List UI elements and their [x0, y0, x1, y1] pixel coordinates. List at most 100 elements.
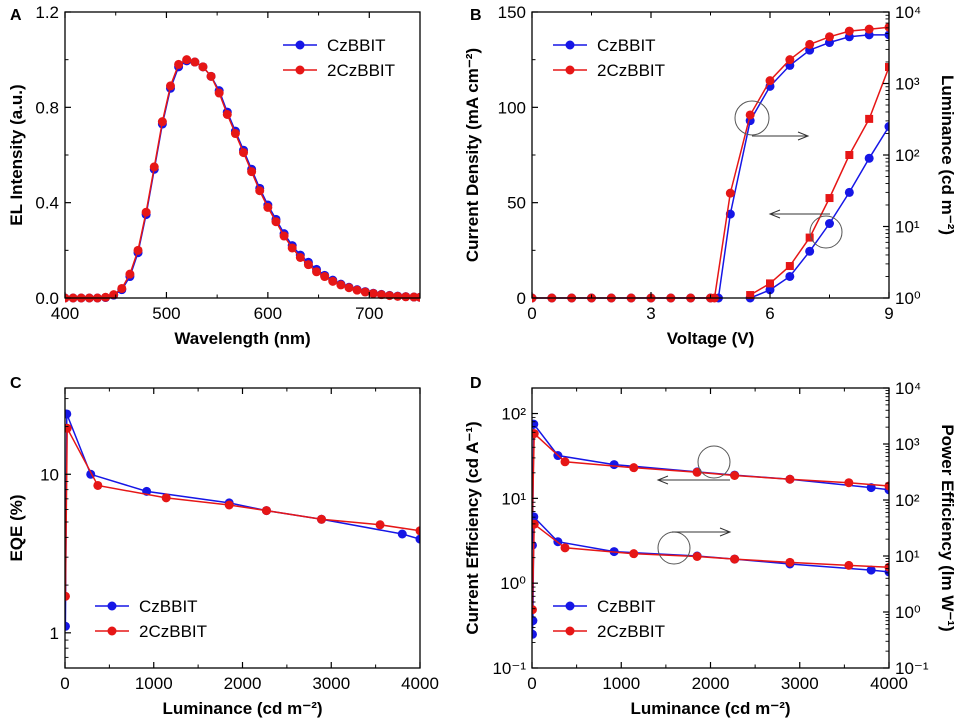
y2-tick-label: 10¹: [895, 547, 920, 566]
annotation-circle: [734, 100, 770, 136]
series-line: [749, 126, 889, 299]
x-tick-label: 2000: [692, 674, 730, 693]
panel-label: B: [470, 7, 482, 24]
data-point: [230, 129, 240, 139]
y2-tick-label: 10¹: [895, 218, 920, 237]
y2-tick-label: 10²: [895, 146, 920, 165]
y-tick-label: 10⁰: [500, 574, 526, 593]
legend-marker: [565, 65, 575, 75]
y-axis-label: Current Density (mA cm⁻²): [463, 48, 482, 262]
y-tick-label: 0.4: [35, 194, 59, 213]
legend-label: CzBBIT: [597, 597, 656, 616]
y-tick-label: 0: [517, 289, 526, 308]
data-point: [560, 543, 570, 553]
data-point: [865, 114, 874, 123]
data-point: [532, 419, 539, 429]
x-axis-label: Luminance (cd m⁻²): [162, 699, 322, 718]
data-point: [885, 63, 889, 72]
x-tick-label: 3000: [312, 674, 350, 693]
x-axis-label: Voltage (V): [667, 329, 755, 348]
x-axis-label: Luminance (cd m⁻²): [630, 699, 790, 718]
data-point: [368, 288, 378, 298]
data-point: [629, 549, 639, 559]
series-line: [532, 26, 889, 299]
data-point: [766, 279, 774, 288]
data-point: [805, 39, 815, 49]
data-point: [725, 188, 735, 198]
data-point: [401, 292, 411, 302]
data-point: [65, 591, 70, 601]
annotation-circle: [809, 215, 843, 249]
data-point: [692, 551, 702, 561]
legend-marker: [295, 40, 305, 50]
data-point: [303, 260, 313, 270]
x-tick-label: 1000: [135, 674, 173, 693]
y-tick-label: 0.0: [35, 289, 59, 308]
series-2CzBBIT: [746, 63, 889, 300]
data-point: [785, 55, 795, 65]
y2-tick-label: 10³: [895, 435, 920, 454]
panel-label: C: [10, 375, 22, 392]
y2-axis-label: Power Efficiency (lm W⁻¹): [938, 424, 957, 631]
series-CzBBIT: [65, 56, 420, 303]
data-point: [844, 478, 854, 488]
legend-marker: [107, 626, 117, 636]
series-2CzBBIT: [532, 519, 889, 615]
data-point: [845, 151, 854, 159]
data-point: [844, 560, 854, 570]
data-point: [785, 262, 794, 271]
data-point: [746, 291, 755, 300]
x-tick-label: 6: [765, 304, 774, 323]
data-point: [825, 32, 834, 42]
series-2CzBBIT: [532, 22, 889, 303]
data-point: [261, 506, 271, 516]
series-line: [65, 60, 420, 299]
data-point: [532, 429, 539, 439]
x-tick-label: 4000: [870, 674, 908, 693]
data-point: [745, 110, 755, 120]
data-point: [93, 480, 103, 490]
y2-tick-label: 10⁰: [895, 603, 921, 622]
data-point: [263, 202, 273, 212]
data-point: [884, 481, 889, 491]
data-point: [336, 280, 346, 290]
data-point: [532, 605, 537, 615]
series-CzBBIT: [532, 30, 889, 303]
series-line: [532, 515, 889, 635]
data-point: [785, 557, 795, 567]
series-line: [749, 66, 889, 296]
y2-tick-label: 10³: [895, 75, 920, 94]
y-tick-label: 50: [507, 194, 526, 213]
y-tick-label: 0.8: [35, 98, 59, 117]
legend-label: 2CzBBIT: [327, 61, 395, 80]
series-line: [532, 34, 889, 299]
legend-marker: [565, 601, 575, 611]
axes-frame: [531, 387, 890, 669]
data-point: [157, 117, 167, 127]
panel-label: D: [470, 375, 482, 392]
data-point: [805, 246, 815, 256]
series-line: [65, 427, 420, 597]
arrow-head: [797, 131, 810, 141]
x-tick-label: 600: [254, 304, 282, 323]
x-tick-label: 1000: [602, 674, 640, 693]
data-point: [239, 148, 249, 158]
x-axis-label: Wavelength (nm): [174, 329, 310, 348]
y-tick-label: 1: [50, 624, 59, 643]
y-axis-label: EQE (%): [7, 494, 26, 561]
data-point: [844, 187, 854, 197]
legend-marker: [565, 626, 575, 636]
data-point: [174, 59, 184, 69]
data-point: [866, 565, 876, 575]
axes-frame: [531, 11, 890, 299]
series-2CzBBIT: [532, 429, 889, 525]
series-CzBBIT: [65, 409, 420, 631]
data-point: [884, 30, 889, 40]
x-tick-label: 400: [51, 304, 79, 323]
x-tick-label: 500: [152, 304, 180, 323]
data-point: [161, 493, 171, 503]
data-point: [864, 24, 874, 34]
data-point: [376, 290, 386, 300]
legend-label: 2CzBBIT: [597, 622, 665, 641]
legend-label: CzBBIT: [327, 36, 386, 55]
